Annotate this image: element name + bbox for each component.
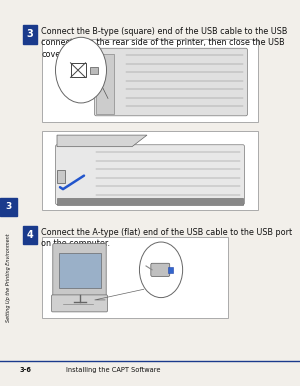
Bar [70, 63, 86, 78]
Text: Setting Up the Printing Environment: Setting Up the Printing Environment [6, 234, 11, 322]
Text: 3-6: 3-6 [20, 367, 32, 373]
Text: Connect the A-type (flat) end of the USB cable to the USB port
on the computer.: Connect the A-type (flat) end of the USB… [41, 228, 292, 248]
Text: Connect the B-type (square) end of the USB cable to the USB
connector on the rea: Connect the B-type (square) end of the U… [41, 27, 288, 59]
Bar [57, 198, 243, 205]
Circle shape [56, 37, 106, 103]
Bar [0, 198, 16, 216]
Bar [90, 67, 98, 74]
FancyBboxPatch shape [151, 263, 170, 276]
FancyBboxPatch shape [53, 244, 106, 297]
Text: 3: 3 [5, 202, 11, 212]
Circle shape [140, 242, 183, 298]
Bar [168, 267, 173, 273]
Bar [42, 237, 228, 318]
FancyBboxPatch shape [94, 48, 248, 116]
Bar [22, 25, 37, 44]
FancyBboxPatch shape [52, 295, 107, 312]
Bar [96, 54, 114, 114]
Bar [42, 131, 258, 210]
Bar [0, 0, 16, 386]
Polygon shape [57, 135, 147, 147]
FancyBboxPatch shape [56, 145, 244, 205]
Text: 4: 4 [26, 230, 33, 240]
Text: 3: 3 [26, 29, 33, 39]
Bar [58, 253, 100, 288]
Bar [22, 226, 37, 244]
Text: Installing the CAPT Software: Installing the CAPT Software [66, 367, 160, 373]
Bar [42, 39, 258, 122]
Bar [57, 170, 64, 183]
